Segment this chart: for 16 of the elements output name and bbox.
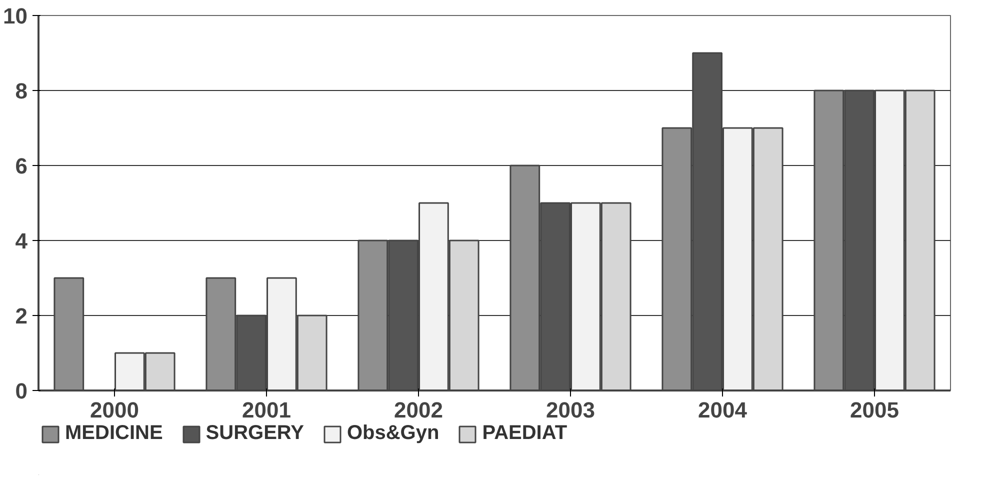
y-tick-label: 6 xyxy=(15,154,28,178)
x-tick-label: 2004 xyxy=(698,398,748,422)
y-tick-label: 0 xyxy=(15,378,28,404)
y-tick-label: 10 xyxy=(3,4,28,28)
y-tick-label: 4 xyxy=(15,228,28,254)
y-tick-label: 8 xyxy=(15,78,28,104)
x-tick-label: 2002 xyxy=(394,398,443,422)
x-tick-label: 2005 xyxy=(850,398,899,422)
legend-label: MEDICINE xyxy=(65,422,163,445)
y-tick-label: 2 xyxy=(15,304,28,328)
legend-label: Obs&Gyn xyxy=(346,422,440,445)
x-tick-label: 2001 xyxy=(242,398,291,422)
x-tick-label: 2000 xyxy=(90,398,139,422)
legend-label: SURGERY xyxy=(206,422,304,445)
legend-label: PAEDIAT xyxy=(482,422,568,445)
x-tick-label: 2003 xyxy=(546,398,595,422)
